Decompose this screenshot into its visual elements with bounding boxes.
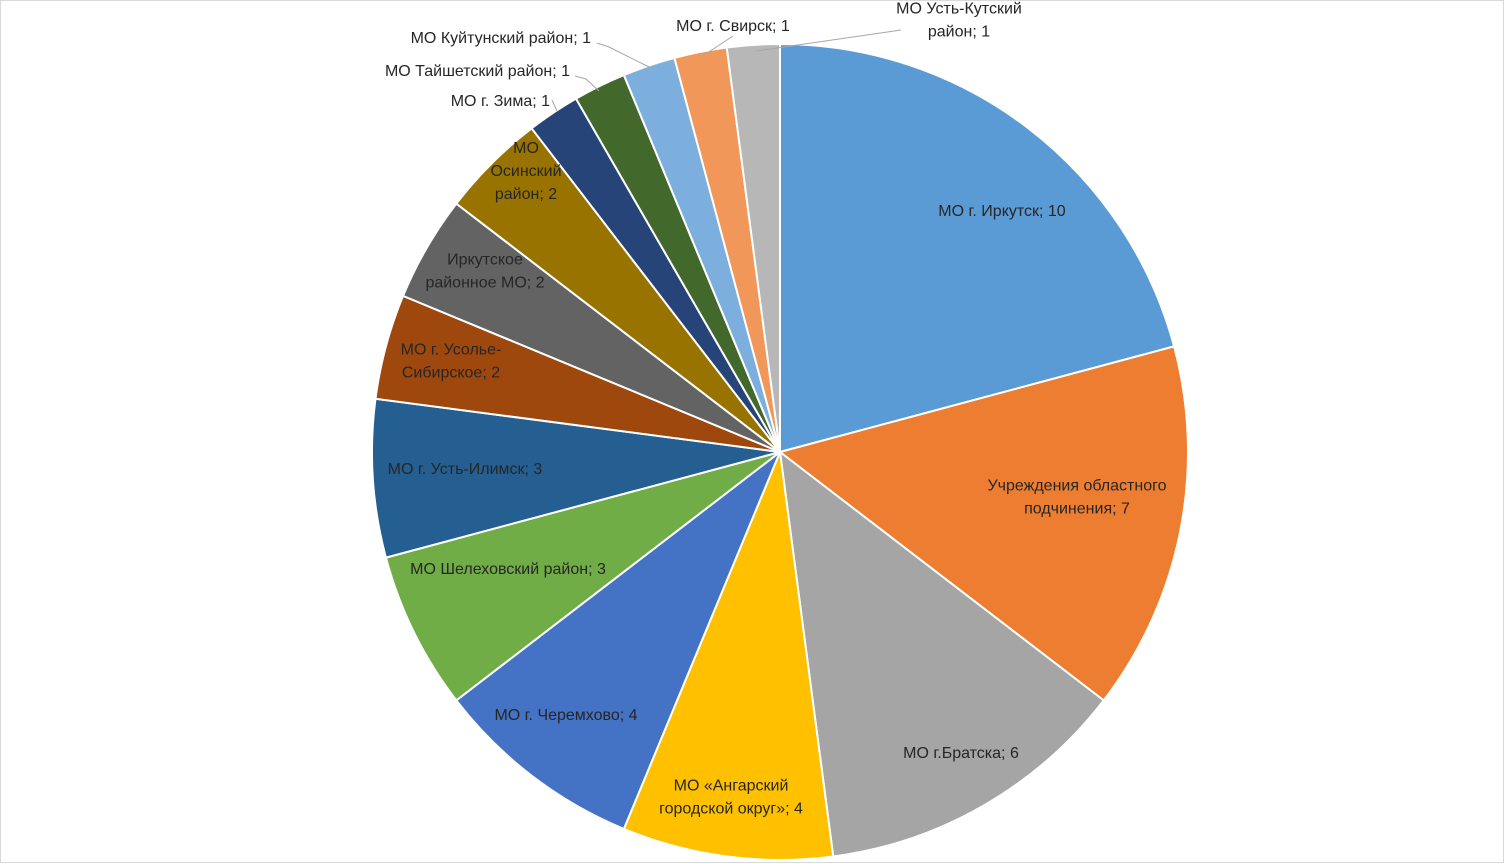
data-label: МО Усть-Кутский район; 1 bbox=[896, 1, 1022, 41]
pie-slice bbox=[384, 451, 781, 702]
data-label: Иркутское районное МО; 2 bbox=[425, 252, 544, 292]
pie-slice bbox=[779, 451, 1105, 858]
data-label: МО Куйтунский район; 1 bbox=[411, 30, 592, 47]
leader-line bbox=[596, 42, 652, 69]
data-label: МО Шелеховский район; 3 bbox=[410, 561, 606, 578]
pie-slice bbox=[371, 397, 781, 559]
data-label: МО г. Усть-Илимск; 3 bbox=[388, 461, 543, 478]
pie-slice bbox=[779, 345, 1189, 702]
leader-line bbox=[700, 35, 734, 58]
data-label: МО г. Черемхово; 4 bbox=[494, 707, 637, 724]
data-label: МО г.Братска; 6 bbox=[903, 745, 1019, 762]
data-label: МО г. Свирск; 1 bbox=[676, 18, 790, 35]
data-label: Учреждения областного подчинения; 7 bbox=[988, 478, 1167, 518]
pie-slice bbox=[725, 43, 781, 453]
data-label: МО г. Иркутск; 10 bbox=[938, 203, 1066, 220]
pie-slice bbox=[622, 451, 835, 861]
leader-line bbox=[574, 75, 600, 92]
pie-slice bbox=[455, 451, 781, 830]
data-label: МО г. Усолье-Сибирское; 2 bbox=[401, 342, 502, 382]
data-label: МО Тайшетский район; 1 bbox=[385, 63, 570, 80]
data-label: МО г. Зима; 1 bbox=[451, 93, 550, 110]
data-label: МО «Ангарский городской округ»; 4 bbox=[659, 778, 803, 818]
data-label: МО Осинский район; 2 bbox=[490, 140, 561, 203]
pie-slice bbox=[779, 43, 1176, 453]
leader-line bbox=[551, 99, 558, 112]
leader-line bbox=[755, 29, 902, 52]
